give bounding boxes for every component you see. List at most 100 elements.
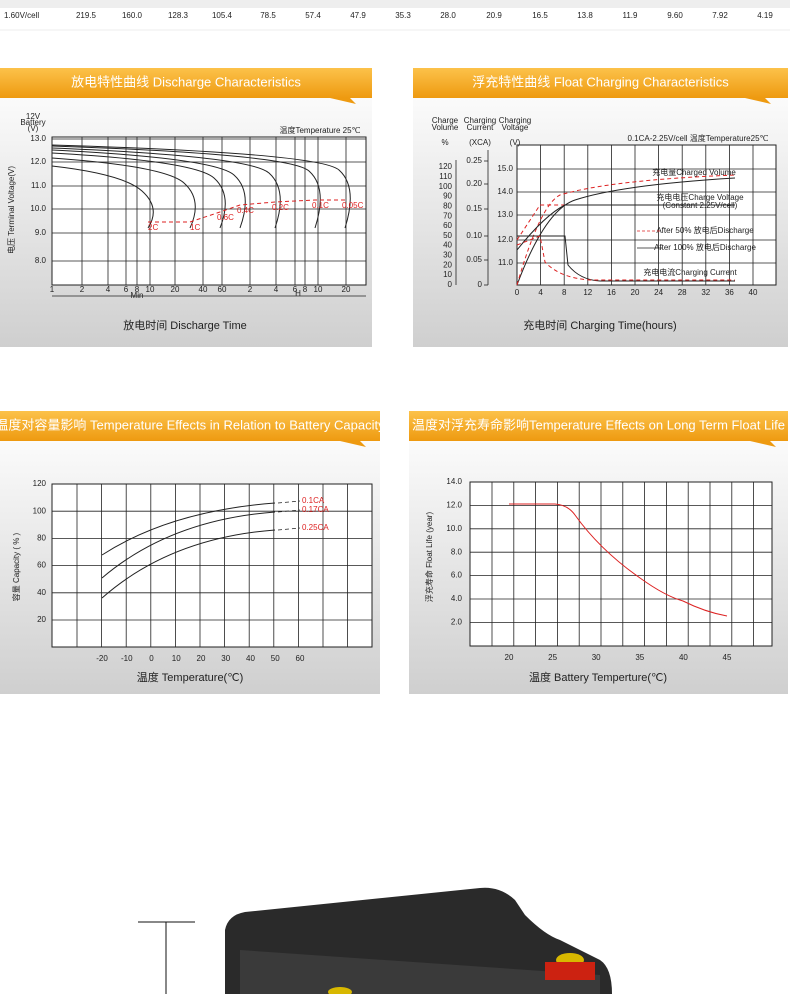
legend-entry: After 100% 放电后Discharge <box>654 242 756 252</box>
curve-extension <box>277 500 301 504</box>
x-tick-label: 2 <box>80 285 85 294</box>
panel-header <box>0 68 372 98</box>
y-tick-label: 11.0 <box>31 181 47 190</box>
cell: 20.9 <box>486 11 502 20</box>
x-axis-label: 温度 Battery Temperture(℃) <box>529 670 667 684</box>
curve <box>51 149 246 229</box>
y-tick-label: 120 <box>33 479 47 488</box>
curve-label: 0.6C <box>217 213 234 222</box>
curve <box>51 145 321 229</box>
current-curve <box>517 235 735 282</box>
column-header: % <box>441 138 448 147</box>
panel-title: 温度对容量影响 Temperature Effects in Relation … <box>0 417 385 432</box>
x-tick-label: 40 <box>749 288 758 297</box>
column-header: (V) <box>510 138 521 147</box>
curve-label: 2C <box>148 223 158 232</box>
table-stripe <box>0 0 790 8</box>
current-tick: 0.10 <box>466 231 482 240</box>
voltage-curve <box>516 204 735 251</box>
current-tick: 0.20 <box>466 179 482 188</box>
cell: 47.9 <box>350 11 366 20</box>
volume-tick: 60 <box>443 221 452 230</box>
x-tick-label: 36 <box>725 288 734 297</box>
curve-label: 0.2C <box>272 203 289 212</box>
panel-header <box>0 411 380 441</box>
header-tab <box>340 441 366 447</box>
x-tick-label: 16 <box>607 288 616 297</box>
note: 0.1CA-2.25V/cell 温度Temperature25℃ <box>627 133 768 143</box>
x-tick-label: 8 <box>303 285 308 294</box>
x-tick-label: 35 <box>635 653 644 662</box>
battery-face <box>240 950 600 994</box>
x-tick-label: 20 <box>171 285 180 294</box>
current-tick: 0 <box>478 280 483 289</box>
header-tab <box>750 441 776 447</box>
cell: 16.5 <box>532 11 548 20</box>
curve <box>101 529 276 599</box>
end-line <box>148 199 345 223</box>
column-header: Charge <box>432 116 459 125</box>
cell: 4.19 <box>757 11 773 20</box>
y-tick-label: 12.0 <box>446 501 462 510</box>
x-tick-label: 40 <box>246 654 255 663</box>
x-tick-label: 6 <box>124 285 129 294</box>
volume-tick: 40 <box>443 241 452 250</box>
volume-tick: 80 <box>443 201 452 210</box>
x-tick-label: 1 <box>50 285 55 294</box>
current-tick: 0.05 <box>466 255 482 264</box>
panel-title: 浮充特性曲线 Float Charging Characteristics <box>472 74 729 89</box>
y-axis-label: 浮充寿命 Float Life (year) <box>424 512 434 603</box>
y-tick-label: 10.0 <box>30 204 46 213</box>
x-tick-label: 10 <box>146 285 155 294</box>
x-tick-label: 30 <box>221 654 230 663</box>
y-tick-label: 8.0 <box>451 547 463 556</box>
curve <box>51 147 281 229</box>
x-tick-label: 20 <box>197 654 206 663</box>
x-tick-label: 10 <box>172 654 181 663</box>
curve <box>51 144 351 229</box>
legend-entry: 充电电压Charge Voltage <box>656 192 744 202</box>
x-axis-label: 充电时间 Charging Time(hours) <box>523 318 676 332</box>
y-axis-label: 容量 Capacity ( % ) <box>11 532 21 601</box>
volume-tick: 100 <box>439 182 453 191</box>
x-tick-label: 4 <box>538 288 543 297</box>
panel-title: 温度对浮充寿命影响Temperature Effects on Long Ter… <box>412 417 785 432</box>
panel-header <box>413 68 788 98</box>
curve <box>51 152 226 229</box>
y-tick-label: 100 <box>33 506 47 515</box>
cell: 78.5 <box>260 11 276 20</box>
cell: 28.0 <box>440 11 456 20</box>
volume-tick: 20 <box>443 260 452 269</box>
y-tick-label: 10.0 <box>446 524 462 533</box>
terminal <box>328 987 352 994</box>
y-tick-label: 12.0 <box>30 157 46 166</box>
curve-label: 0.1CA <box>302 496 325 505</box>
y-unit: 12V <box>26 112 41 121</box>
volume-tick: 10 <box>443 270 452 279</box>
legend-entry: 充电量Charged Volume <box>652 167 736 177</box>
x-axis-label: 温度 Temperature(℃) <box>137 670 244 684</box>
x-tick-label: 50 <box>271 654 280 663</box>
x-tick-label: 6 <box>293 285 298 294</box>
voltage-tick: 12.0 <box>497 235 513 244</box>
voltage-tick: 15.0 <box>497 164 513 173</box>
volume-curve <box>516 177 736 286</box>
curve-label: 0.17CA <box>302 505 329 514</box>
cell: 57.4 <box>305 11 321 20</box>
y-tick-label: 9.0 <box>35 228 47 237</box>
x-tick-label: 20 <box>505 653 514 662</box>
cell: 105.4 <box>212 11 233 20</box>
x-tick-label: 0 <box>149 654 154 663</box>
cell: 11.9 <box>623 11 639 20</box>
cell: 35.3 <box>395 11 411 20</box>
x-tick-label: 8 <box>135 285 140 294</box>
curve-extension <box>277 509 301 513</box>
terminal-ring <box>545 962 595 980</box>
legend-entry: (Constant 2.25V/cell) <box>663 201 738 210</box>
column-header: Volume <box>432 123 459 132</box>
volume-tick: 70 <box>443 211 452 220</box>
x-tick-label: 60 <box>296 654 305 663</box>
x-tick-label: 0 <box>515 288 520 297</box>
